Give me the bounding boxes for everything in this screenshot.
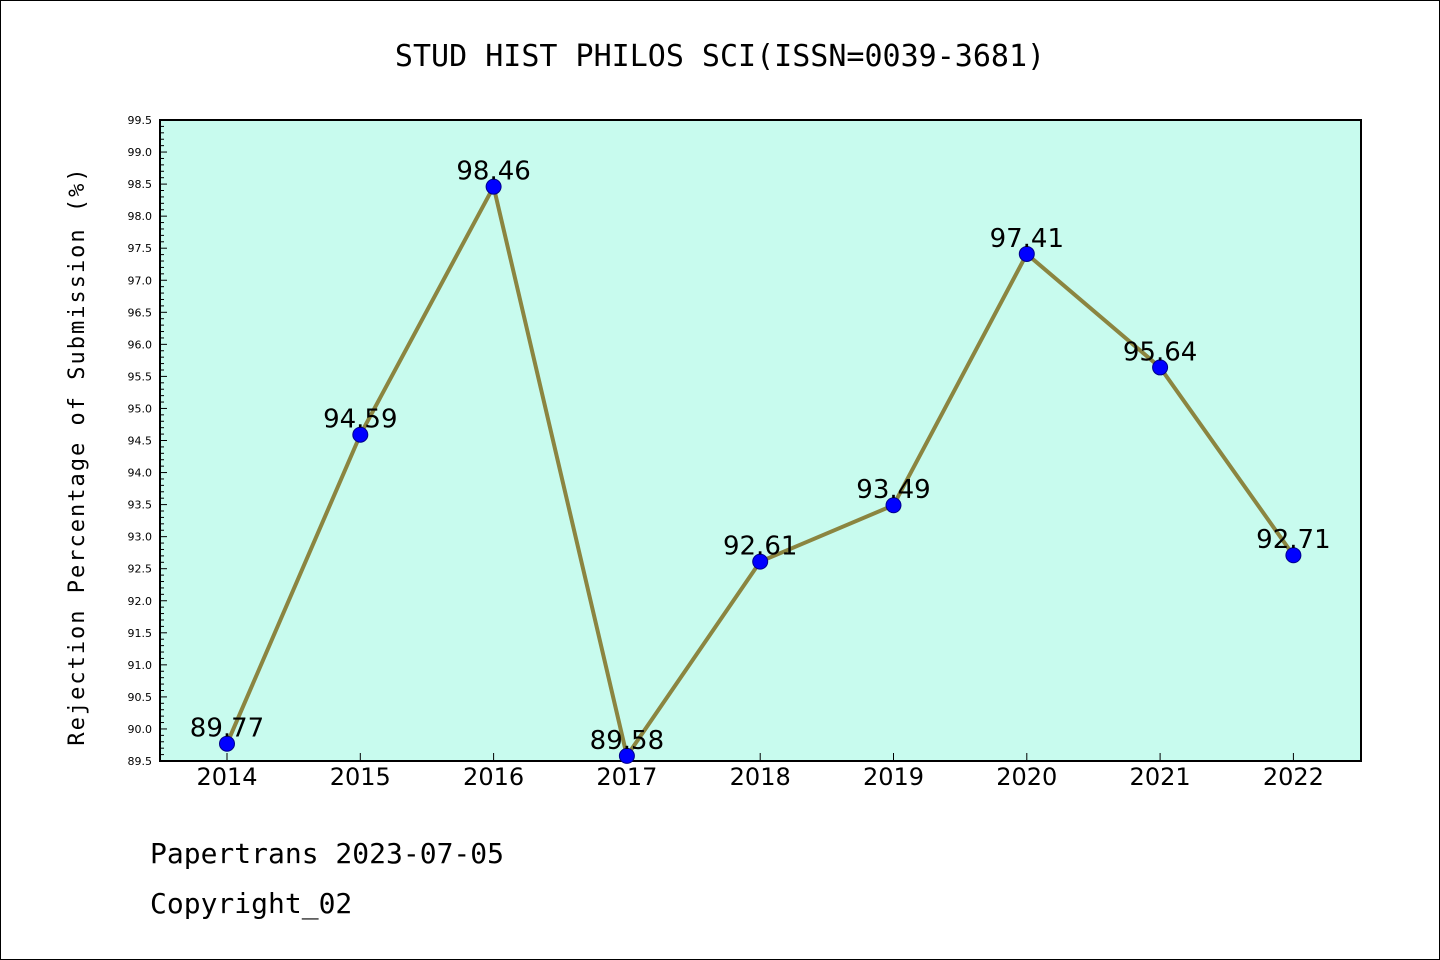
data-label: 92.71	[1256, 525, 1330, 555]
x-tick-label: 2014	[196, 763, 257, 791]
data-point	[618, 747, 635, 764]
y-tick-label: 99.0	[128, 146, 153, 159]
y-tick-label: 90.0	[128, 723, 153, 736]
y-tick-label: 91.5	[128, 627, 153, 640]
data-point	[219, 735, 235, 752]
data-label: 95.64	[1123, 337, 1197, 367]
data-label: 92.61	[723, 532, 797, 562]
x-tick-label: 2022	[1263, 763, 1324, 791]
plot-area	[159, 119, 1362, 762]
y-tick-label: 95.5	[128, 370, 153, 383]
data-label: 89.77	[190, 714, 264, 744]
y-tick-label: 91.0	[128, 659, 153, 672]
x-tick-label: 2021	[1130, 763, 1191, 791]
x-tick-label: 2016	[463, 763, 524, 791]
x-tick-label: 2020	[996, 763, 1057, 791]
data-point	[885, 497, 902, 514]
data-point	[1152, 359, 1169, 376]
y-tick-label: 93.5	[128, 499, 153, 512]
data-point	[752, 553, 769, 570]
y-tick-label: 98.5	[128, 178, 153, 191]
x-tick-label: 2015	[330, 763, 391, 791]
y-tick-label: 94.0	[128, 467, 153, 480]
data-label: 97.41	[990, 224, 1064, 254]
y-tick-label: 96.5	[128, 306, 153, 319]
data-point	[1018, 245, 1035, 262]
footer-copyright: Copyright_02	[150, 887, 352, 921]
y-tick-label: 96.0	[128, 338, 153, 351]
y-axis-label: Rejection Percentage of Submission (%)	[65, 166, 90, 745]
y-tick-label: 92.5	[128, 563, 153, 576]
series-group	[219, 178, 1302, 764]
data-label: 94.59	[323, 405, 397, 435]
data-labels-group: 89.77 94.59 98.46 89.58 92.61 93.49 97.41 95.64…	[190, 157, 1331, 756]
y-tick-label: 89.5	[128, 755, 153, 768]
data-label: 89.58	[590, 726, 664, 756]
x-tick-label: 2019	[863, 763, 924, 791]
y-tick-label: 98.0	[128, 210, 153, 223]
data-point	[352, 426, 369, 443]
y-tick-label: 94.5	[128, 435, 153, 448]
y-tick-label: 92.0	[128, 595, 153, 608]
footer-date: Papertrans 2023-07-05	[150, 837, 504, 870]
data-point	[1285, 547, 1302, 564]
y-tick-label: 99.5	[128, 114, 153, 127]
y-axis-ticks: 89.5 90.0 90.5 91.0 91.5 92.0 92.5 93.0 93.5 94.0…	[128, 114, 167, 768]
data-label: 93.49	[856, 475, 930, 505]
x-tick-label: 2018	[730, 763, 791, 791]
y-tick-label: 97.5	[128, 242, 153, 255]
data-point	[485, 178, 502, 195]
x-axis-ticks: 2014 2015 2016 2017 2018 2019 2020 2021 2022	[196, 753, 1324, 791]
x-tick-label: 2017	[596, 763, 657, 791]
y-tick-label: 95.0	[128, 402, 153, 415]
y-tick-label: 97.0	[128, 274, 153, 287]
chart-title: STUD HIST PHILOS SCI(ISSN=0039-3681)	[395, 39, 1045, 74]
y-tick-label: 93.0	[128, 531, 153, 544]
data-label: 98.46	[456, 157, 530, 187]
y-tick-label: 90.5	[128, 691, 153, 704]
